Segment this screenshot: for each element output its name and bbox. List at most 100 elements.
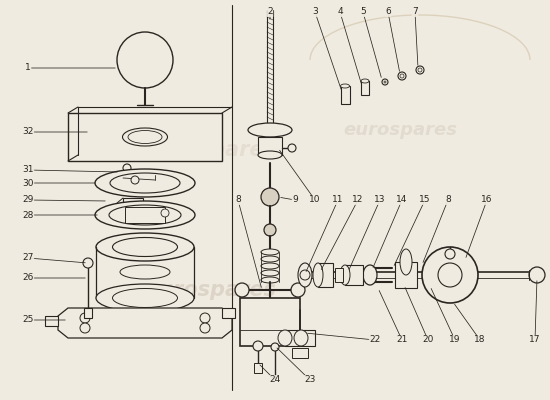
Bar [361,81,369,95]
Ellipse shape [109,205,181,225]
Circle shape [80,323,90,333]
Ellipse shape [128,130,162,144]
Bar [68,113,222,161]
Text: 1: 1 [25,64,31,72]
Circle shape [200,323,210,333]
Circle shape [291,283,305,297]
Circle shape [529,267,545,283]
Circle shape [123,164,131,172]
Circle shape [261,188,279,206]
Text: 23: 23 [304,376,316,384]
Ellipse shape [278,330,292,346]
Ellipse shape [95,201,195,229]
Text: eurospares: eurospares [144,280,276,300]
Text: 7: 7 [412,8,418,16]
Circle shape [416,66,424,74]
Circle shape [400,74,404,78]
Bar [254,363,262,373]
Ellipse shape [258,151,282,159]
Circle shape [200,313,210,323]
Circle shape [264,224,276,236]
Circle shape [384,81,386,83]
Polygon shape [222,308,235,318]
Text: eurospares: eurospares [343,121,457,139]
Ellipse shape [96,284,194,312]
Ellipse shape [110,173,180,193]
Text: 3: 3 [312,8,318,16]
Ellipse shape [363,265,377,285]
Ellipse shape [261,270,279,276]
Polygon shape [45,316,58,326]
Text: 2: 2 [267,8,273,16]
Circle shape [117,32,173,88]
Text: 31: 31 [22,166,34,174]
Text: 20: 20 [422,336,434,344]
Text: 22: 22 [370,336,381,344]
Circle shape [300,270,310,280]
Ellipse shape [113,238,178,256]
Ellipse shape [340,84,349,88]
Text: 25: 25 [23,316,34,324]
Text: 29: 29 [23,196,34,204]
Ellipse shape [400,249,412,275]
Bar [335,268,343,282]
Polygon shape [58,308,232,338]
Text: 9: 9 [292,196,298,204]
Text: eurospares: eurospares [144,140,276,160]
Circle shape [438,263,462,287]
Circle shape [161,209,169,217]
Text: 11: 11 [332,196,344,204]
Text: 27: 27 [23,254,34,262]
Text: 21: 21 [397,336,408,344]
Ellipse shape [261,277,279,283]
Bar [318,263,333,287]
Text: 18: 18 [474,336,486,344]
Ellipse shape [340,265,350,285]
Ellipse shape [248,123,292,137]
Text: 5: 5 [360,8,366,16]
Bar [395,262,417,288]
Text: 32: 32 [23,128,34,136]
Circle shape [83,258,93,268]
Circle shape [288,144,296,152]
Text: 26: 26 [23,274,34,282]
Circle shape [382,79,388,85]
Ellipse shape [120,265,170,279]
Ellipse shape [95,169,195,197]
Ellipse shape [113,288,178,308]
Polygon shape [123,198,143,205]
Circle shape [235,283,249,297]
Bar [341,86,350,104]
Circle shape [253,341,263,351]
Circle shape [422,247,478,303]
Circle shape [398,72,406,80]
Circle shape [271,343,279,351]
Ellipse shape [298,263,312,287]
Ellipse shape [96,233,194,261]
Text: 12: 12 [353,196,364,204]
Text: 30: 30 [22,178,34,188]
Text: 19: 19 [449,336,461,344]
Bar [285,330,315,346]
Text: 4: 4 [337,8,343,16]
Ellipse shape [123,128,168,146]
Bar [258,137,282,155]
Ellipse shape [361,79,369,83]
Text: 6: 6 [385,8,391,16]
Bar [125,207,165,223]
Circle shape [80,313,90,323]
Text: 14: 14 [397,196,408,204]
Text: 16: 16 [481,196,493,204]
Ellipse shape [313,263,323,287]
Circle shape [445,249,455,259]
Text: 17: 17 [529,336,541,344]
Text: 24: 24 [270,376,280,384]
Bar [240,298,300,346]
Text: 13: 13 [374,196,386,204]
Text: 8: 8 [235,196,241,204]
Circle shape [131,176,139,184]
Ellipse shape [261,256,279,262]
Text: 8: 8 [445,196,451,204]
Ellipse shape [261,263,279,269]
Ellipse shape [294,330,308,346]
